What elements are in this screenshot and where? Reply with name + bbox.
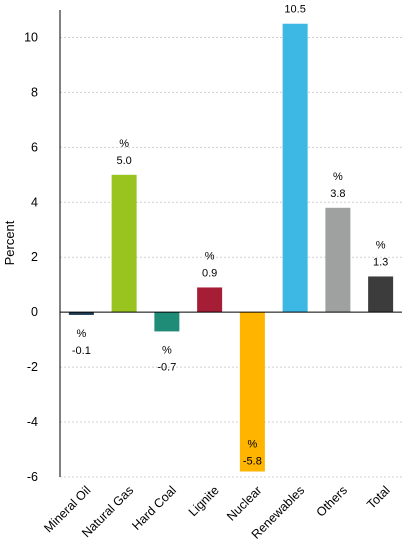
bar-renewables — [282, 23, 308, 313]
data-label-unit: % — [247, 439, 257, 451]
y-tick-label: 2 — [31, 250, 38, 264]
data-label-unit: % — [119, 138, 129, 150]
x-tick-label: Others — [314, 483, 350, 519]
bar-natural-gas — [111, 174, 137, 313]
y-tick-label: -6 — [27, 470, 38, 484]
x-tick-label: Nuclear — [224, 483, 264, 523]
data-label-unit: % — [76, 328, 86, 340]
bar-mineral-oil — [68, 312, 94, 315]
data-label-value: -0.1 — [72, 345, 91, 357]
bar-nuclear — [239, 312, 265, 472]
data-label-value: 1.3 — [373, 256, 388, 268]
bar-lignite — [197, 287, 223, 313]
data-label-value: -5.8 — [243, 456, 262, 468]
y-axis-label: Percent — [2, 220, 17, 265]
y-tick-label: 8 — [31, 85, 38, 99]
data-label-value: 10.5 — [284, 4, 305, 16]
y-tick-label: 10 — [24, 30, 38, 44]
y-tick-label: 6 — [31, 140, 38, 154]
data-label-value: -0.7 — [157, 361, 176, 373]
y-tick-label: 0 — [31, 305, 38, 319]
data-label-value: 5.0 — [116, 155, 131, 167]
x-tick-label: Lignite — [186, 483, 222, 519]
bars — [68, 23, 394, 472]
y-tick-label: -2 — [27, 360, 38, 374]
gridlines — [60, 36, 402, 478]
bar-total — [368, 276, 394, 313]
bar-hard-coal — [154, 312, 180, 332]
data-label-value: 3.8 — [330, 188, 345, 200]
data-label-unit: % — [205, 250, 215, 262]
y-tick-label: 4 — [31, 195, 38, 209]
x-tick-label: Hard Coal — [129, 483, 179, 533]
bar-others — [325, 207, 351, 313]
data-label-unit: % — [376, 239, 386, 251]
y-tick-label: -4 — [27, 415, 38, 429]
data-label-value: 0.9 — [202, 267, 217, 279]
data-label-unit: % — [333, 171, 343, 183]
x-tick-label: Total — [364, 483, 393, 512]
data-labels: %-0.1%5.0%-0.7%0.9%-5.8%10.5%3.8%1.3 — [72, 4, 388, 468]
data-label-unit: % — [162, 344, 172, 356]
